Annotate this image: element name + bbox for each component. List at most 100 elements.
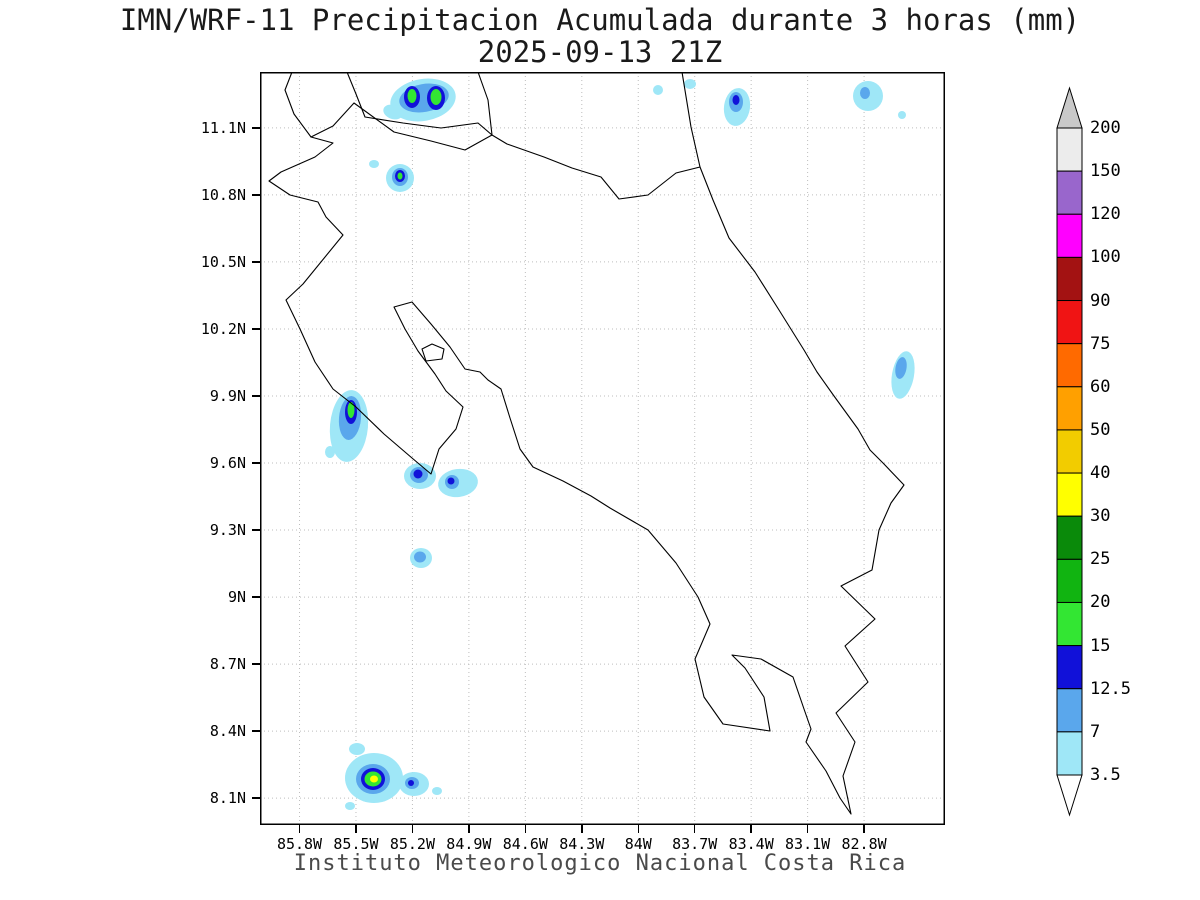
precip-layer-green (397, 172, 403, 180)
lon-tick-mark (863, 825, 865, 833)
figure-footer: Instituto Meteorologico Nacional Costa R… (293, 851, 907, 876)
colorbar-segment (1056, 645, 1083, 690)
precip-layer-cyan (684, 79, 696, 89)
lat-tick-label: 11.1N (200, 118, 246, 137)
lon-tick-mark (581, 825, 583, 833)
precip-layer-blue (895, 357, 907, 379)
precip-layer-darkblue (447, 477, 455, 485)
figure-title: IMN/WRF-11 Precipitacion Acumulada duran… (119, 3, 1081, 37)
lat-tick-mark (252, 596, 260, 598)
precip-cell-limon-coast (891, 351, 915, 399)
lat-tick-label: 9.3N (209, 521, 246, 540)
lat-tick-label: 8.7N (209, 655, 246, 674)
coastline-main (268, 72, 905, 815)
lake-nicaragua-shore-east (477, 72, 493, 136)
precip-cell-speck-north-1 (653, 85, 663, 95)
precip-layer-cyan (898, 111, 906, 119)
lon-tick-mark (524, 825, 527, 833)
precip-cell-speck-northeast (898, 111, 906, 119)
map-canvas (260, 72, 945, 825)
precip-layer-yellow (370, 775, 378, 783)
precip-layer-cyan (325, 446, 335, 458)
precip-layer-darkblue (408, 780, 414, 786)
lat-tick-mark (252, 261, 260, 263)
lat-tick-mark (252, 730, 260, 732)
lon-tick-mark (468, 825, 470, 833)
colorbar-above-max-triangle (1056, 86, 1083, 129)
lon-tick-mark (298, 825, 301, 833)
lat-tick-mark (252, 328, 260, 330)
lat-tick-mark (252, 663, 260, 665)
precip-layer-darkblue (732, 95, 740, 105)
precip-layer-cyan (653, 85, 663, 95)
lat-tick-label: 9.9N (209, 386, 246, 405)
lon-tick-label: 83.7W (672, 835, 718, 853)
colorbar-segment (1056, 429, 1083, 474)
colorbar (1050, 80, 1110, 825)
precip-layer-cyan (345, 802, 355, 810)
colorbar-segment (1056, 170, 1083, 215)
colorbar-segment (1056, 731, 1083, 776)
precip-cell-nicoya-north (325, 390, 369, 462)
lon-tick-label: 85.5W (333, 835, 379, 853)
colorbar-segment (1056, 343, 1083, 388)
lon-tick-label: 84W (624, 835, 652, 853)
colorbar-segment (1056, 386, 1083, 431)
lat-tick-label: 10.5N (200, 252, 246, 271)
colorbar-segment (1056, 300, 1083, 345)
lon-tick-label: 82.8W (841, 835, 887, 853)
lat-tick-mark (252, 395, 260, 397)
lon-tick-label: 84.6W (502, 835, 548, 853)
figure-subtitle: 2025-09-13 21Z (477, 35, 723, 69)
lon-tick-label: 83.1W (785, 835, 831, 853)
precip-layer-darkblue (413, 469, 423, 479)
lat-tick-mark (252, 127, 260, 129)
precip-layer-cyan (383, 104, 403, 120)
colorbar-segment (1056, 515, 1083, 560)
colorbar-segment (1056, 127, 1083, 172)
precip-cell-nicoya-south-east (438, 468, 478, 498)
lon-tick-mark (806, 825, 809, 833)
lat-tick-mark (252, 462, 260, 464)
precip-layer-cyan (432, 787, 442, 795)
precip-layer-green (430, 89, 442, 105)
lat-tick-label: 10.8N (200, 185, 246, 204)
lat-tick-label: 9.6N (209, 454, 246, 473)
precip-cell-gulf-of-nicoya (410, 548, 432, 568)
lat-tick-mark (252, 529, 260, 531)
colorbar-segment (1056, 558, 1083, 603)
grid (260, 72, 945, 825)
precip-layer-blue (414, 551, 426, 563)
lon-tick-mark (693, 825, 696, 833)
coastline (268, 72, 905, 815)
lat-tick-label: 8.1N (209, 789, 246, 808)
lon-tick-label: 85.2W (389, 835, 435, 853)
precip-cell-northeast-coast (853, 81, 883, 111)
precip-cell-border-northwest (383, 78, 456, 122)
precip-layer-blue (860, 87, 870, 99)
colorbar-segment (1056, 472, 1083, 517)
precip-layer-green (407, 89, 417, 103)
precip-layer-cyan (369, 160, 379, 168)
border-nicaragua (310, 102, 701, 200)
colorbar-below-min-triangle (1056, 774, 1083, 817)
lat-tick-label: 9N (227, 588, 246, 607)
precip-cell-south-pacific-cluster (345, 743, 442, 810)
colorbar-canvas (1056, 86, 1083, 817)
precip-layer-cyan (349, 743, 365, 755)
colorbar-segment (1056, 601, 1083, 647)
lon-tick-mark (637, 825, 639, 833)
lon-tick-mark (355, 825, 357, 833)
precip-layer-green (347, 402, 355, 418)
precipitation-field (325, 78, 915, 810)
map-frame (260, 72, 945, 825)
lon-tick-label: 84.3W (559, 835, 605, 853)
colorbar-segment (1056, 213, 1083, 258)
map-area: 11.1N 10.8N 10.5N 10.2N 9.9N 9.6N 9.3N 9N 8.7N 8.… (201, 72, 945, 853)
colorbar-segment (1056, 256, 1083, 302)
precip-cell-guanacaste (369, 160, 414, 192)
chira-island (421, 343, 445, 362)
lon-tick-label: 83.4W (728, 835, 774, 853)
precip-cell-north-caribbean-inland (723, 88, 751, 126)
